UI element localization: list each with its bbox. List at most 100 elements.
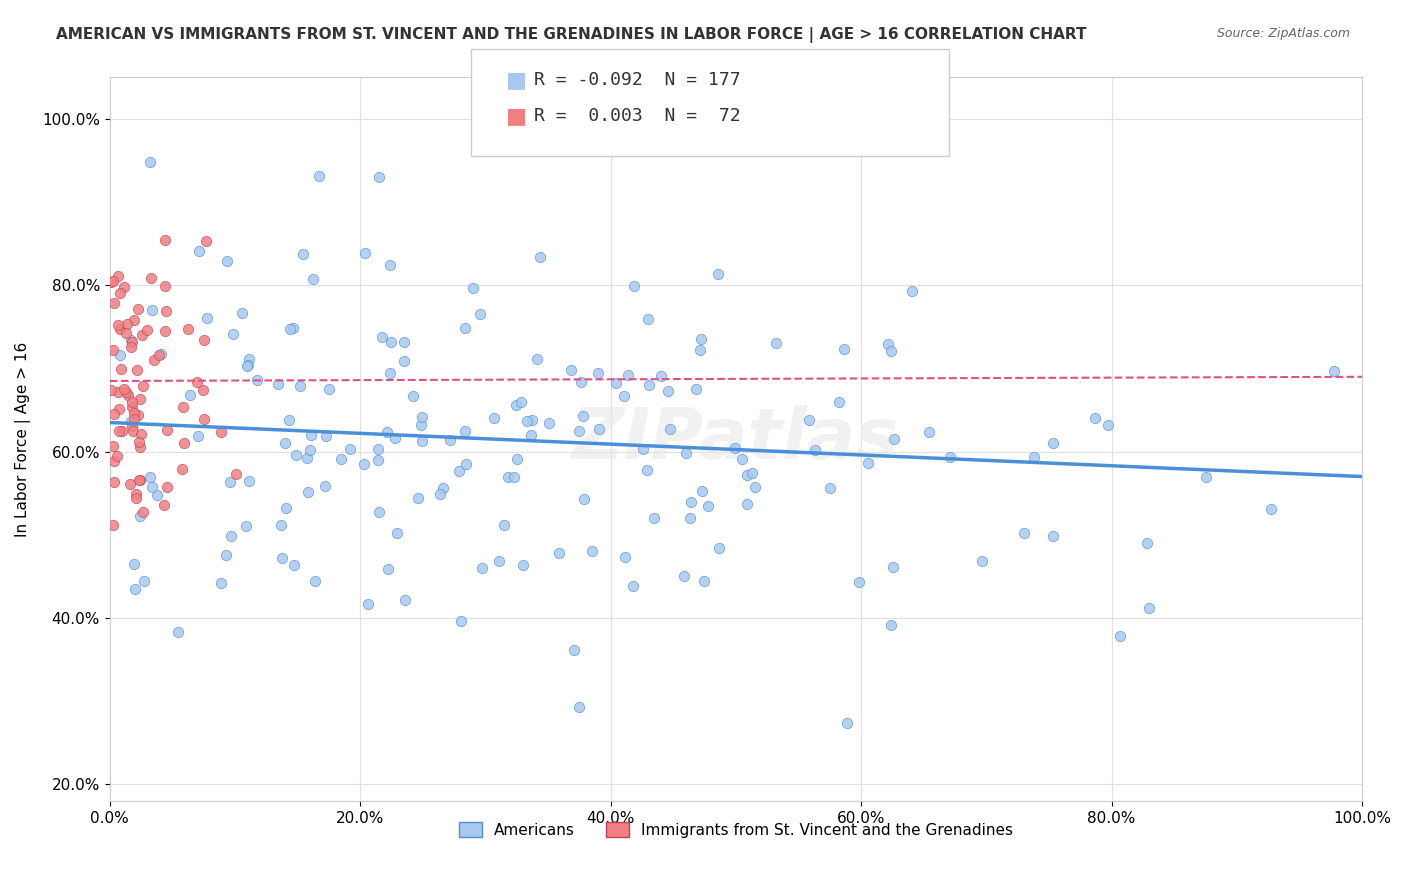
Point <box>735 497 758 511</box>
Point <box>308 169 330 183</box>
Point <box>637 377 659 392</box>
Point <box>411 410 433 425</box>
Point <box>120 340 142 354</box>
Point <box>150 346 173 360</box>
Point <box>1042 436 1064 450</box>
Point <box>1195 470 1218 484</box>
Point <box>650 368 672 383</box>
Point <box>560 363 582 377</box>
Point <box>689 343 711 357</box>
Point <box>193 333 215 347</box>
Point <box>377 562 399 576</box>
Point <box>155 279 177 293</box>
Point <box>392 334 415 349</box>
Point <box>153 233 176 247</box>
Text: AMERICAN VS IMMIGRANTS FROM ST. VINCENT AND THE GRENADINES IN LABOR FORCE | AGE : AMERICAN VS IMMIGRANTS FROM ST. VINCENT … <box>56 27 1087 43</box>
Point <box>100 276 122 290</box>
Point <box>108 424 131 438</box>
Point <box>496 470 519 484</box>
Point <box>697 499 720 513</box>
Point <box>302 271 325 285</box>
Point <box>370 330 392 344</box>
Point <box>179 388 201 402</box>
Point <box>429 487 451 501</box>
Point <box>117 388 139 402</box>
Point <box>177 322 200 336</box>
Point <box>148 348 170 362</box>
Point <box>100 384 122 398</box>
Point <box>484 411 506 425</box>
Point <box>834 342 856 356</box>
Point <box>107 268 129 283</box>
Point <box>471 561 494 575</box>
Point <box>675 446 697 460</box>
Point <box>304 574 326 589</box>
Point <box>276 500 298 515</box>
Point <box>125 491 148 506</box>
Point <box>509 395 531 409</box>
Point <box>588 422 610 436</box>
Point <box>173 435 195 450</box>
Point <box>468 307 491 321</box>
Point <box>939 450 962 465</box>
Point <box>108 348 131 362</box>
Point <box>101 343 124 357</box>
Point <box>215 254 238 268</box>
Point <box>120 333 142 347</box>
Point <box>195 310 218 325</box>
Point <box>454 320 477 334</box>
Point <box>685 382 707 396</box>
Point <box>409 417 432 432</box>
Point <box>209 425 232 439</box>
Point <box>267 376 290 391</box>
Point <box>519 427 541 442</box>
Point <box>219 528 242 542</box>
Point <box>195 234 218 248</box>
Y-axis label: In Labor Force | Age > 16: In Labor Force | Age > 16 <box>15 342 31 537</box>
Point <box>453 424 475 438</box>
Point <box>218 475 240 490</box>
Point <box>394 593 416 607</box>
Point <box>152 498 174 512</box>
Point <box>110 362 132 376</box>
Point <box>1260 501 1282 516</box>
Point <box>613 388 636 402</box>
Point <box>848 575 870 590</box>
Point <box>454 457 477 471</box>
Point <box>298 442 321 457</box>
Point <box>101 439 124 453</box>
Point <box>568 700 591 714</box>
Point <box>132 505 155 519</box>
Point <box>503 470 526 484</box>
Point <box>693 574 716 589</box>
Point <box>571 376 593 390</box>
Point <box>818 481 841 495</box>
Point <box>284 448 307 462</box>
Point <box>488 554 510 568</box>
Point <box>353 458 375 472</box>
Point <box>141 480 163 494</box>
Point <box>679 510 702 524</box>
Point <box>103 408 125 422</box>
Point <box>367 505 389 519</box>
Text: R =  0.003  N =  72: R = 0.003 N = 72 <box>534 107 741 125</box>
Point <box>880 618 903 632</box>
Point <box>108 322 131 336</box>
Point <box>281 320 304 334</box>
Point <box>380 366 402 380</box>
Point <box>238 474 260 488</box>
Point <box>107 318 129 332</box>
Point <box>568 424 591 438</box>
Point <box>526 351 548 366</box>
Point <box>380 335 402 350</box>
Point <box>529 250 551 264</box>
Point <box>537 416 560 430</box>
Point <box>114 384 136 399</box>
Point <box>605 376 627 390</box>
Point <box>799 413 821 427</box>
Point <box>505 398 527 412</box>
Point <box>120 414 142 428</box>
Point <box>101 274 124 288</box>
Legend: Americans, Immigrants from St. Vincent and the Grenadines: Americans, Immigrants from St. Vincent a… <box>453 815 1019 844</box>
Point <box>368 170 391 185</box>
